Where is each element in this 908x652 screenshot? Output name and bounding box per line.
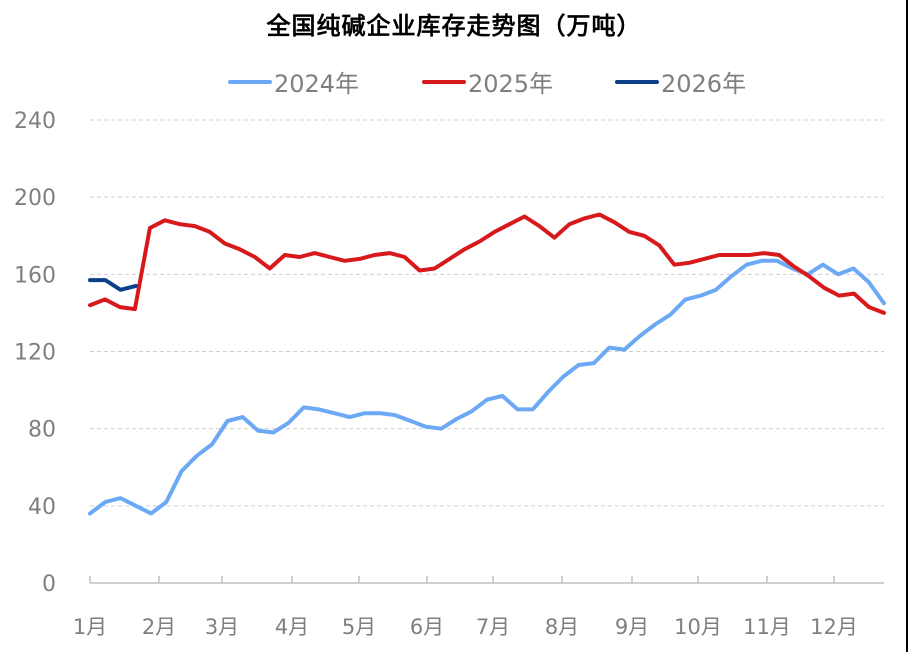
- x-tick-label: 3月: [205, 615, 239, 639]
- x-tick-label: 9月: [615, 615, 649, 639]
- chart-title: 全国纯碱企业库存走势图（万吨）: [266, 12, 642, 40]
- series-line-2024年[interactable]: [88, 258, 886, 516]
- series-line-2025年[interactable]: [88, 212, 886, 315]
- x-tick-label: 12月: [810, 615, 858, 639]
- x-tick-label: 4月: [275, 615, 309, 639]
- series-lines: [88, 212, 886, 516]
- y-tick-label: 80: [28, 418, 56, 443]
- y-tick-label: 40: [28, 495, 56, 520]
- legend: 2024年 2025年 2026年: [0, 64, 908, 99]
- legend-swatch-2024-icon: [228, 79, 272, 84]
- legend-label: 2024年: [274, 70, 360, 98]
- series-line-2026年[interactable]: [88, 278, 138, 292]
- legend-swatch-2025-icon: [422, 79, 466, 84]
- gridlines: [90, 119, 884, 507]
- x-axis: 1月 2月 3月 4月 5月 6月 7月 8月 9月 10月 11月 12月: [73, 576, 884, 639]
- legend-label: 2026年: [661, 70, 747, 98]
- x-tick-label: 7月: [476, 615, 510, 639]
- y-tick-label: 160: [14, 263, 56, 288]
- y-tick-label: 120: [14, 341, 56, 366]
- y-tick-label: 200: [14, 186, 56, 211]
- x-tick-label: 11月: [743, 615, 791, 639]
- x-tick-label: 2月: [142, 615, 176, 639]
- x-tick-label: 1月: [73, 615, 107, 639]
- legend-item-2026[interactable]: 2026年: [615, 64, 746, 99]
- x-tick-label: 10月: [674, 615, 722, 639]
- legend-item-2024[interactable]: 2024年: [228, 64, 359, 99]
- y-tick-label: 240: [14, 109, 56, 134]
- legend-swatch-2026-icon: [615, 79, 659, 84]
- legend-item-2025[interactable]: 2025年: [422, 64, 553, 99]
- x-tick-label: 6月: [410, 615, 444, 639]
- x-tick-label: 8月: [545, 615, 579, 639]
- legend-label: 2025年: [468, 70, 554, 98]
- y-axis-labels: 0 40 80 120 160 200 240: [14, 109, 56, 597]
- x-tick-label: 5月: [342, 615, 376, 639]
- y-tick-label: 0: [42, 572, 56, 597]
